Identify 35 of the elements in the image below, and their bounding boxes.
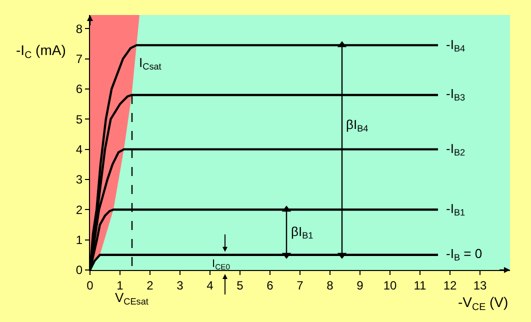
y-tick-label: 7 [76,52,83,66]
annotation: βI$_{B4}$ [346,117,368,134]
x-tick-label: 3 [176,278,184,292]
series-label: -I$_{B1}$ [446,201,466,218]
x-axis-title: -V$_{CE}$ (V) [458,294,508,313]
series-label: -I$_{B3}$ [446,86,466,103]
x-tick-label: 4 [206,278,214,292]
annotation: I$_{CE0}$ [212,258,230,272]
x-tick-label: 12 [443,278,457,292]
annotation: I$_{Csat}$ [139,55,162,72]
annotation: V$_{CEsat}$ [115,290,149,307]
y-tick-label: 4 [76,142,83,156]
x-tick-label: 0 [86,278,94,292]
annotation: βI$_{B1}$ [291,224,314,241]
y-tick-label: 3 [76,172,83,187]
x-tick-label: 2 [146,278,154,292]
x-tick-label: 13 [473,278,487,292]
series-label: -I$_{B2}$ [446,141,466,158]
y-axis-title: -I$_{C}$ (mA) [16,42,66,61]
y-tick-label: 5 [76,112,83,126]
y-tick-label: 0 [76,263,83,278]
x-tick-label: 11 [414,278,427,292]
x-tick-label: 6 [266,278,274,292]
y-tick-label: 8 [76,22,83,36]
x-tick-label: 9 [356,278,364,292]
x-tick-label: 5 [236,278,244,292]
series-label: -I$_{B}$ = 0 [446,246,482,263]
x-tick-label: 8 [326,278,334,292]
x-tick-label: 10 [383,278,397,292]
x-tick-label: 7 [296,278,304,292]
x-tick-label: 1 [116,278,124,292]
y-tick-label: 6 [76,82,83,96]
y-tick-label: 1 [76,233,83,248]
series-label: -I$_{B4}$ [446,37,466,54]
y-tick-label: 2 [76,202,83,217]
